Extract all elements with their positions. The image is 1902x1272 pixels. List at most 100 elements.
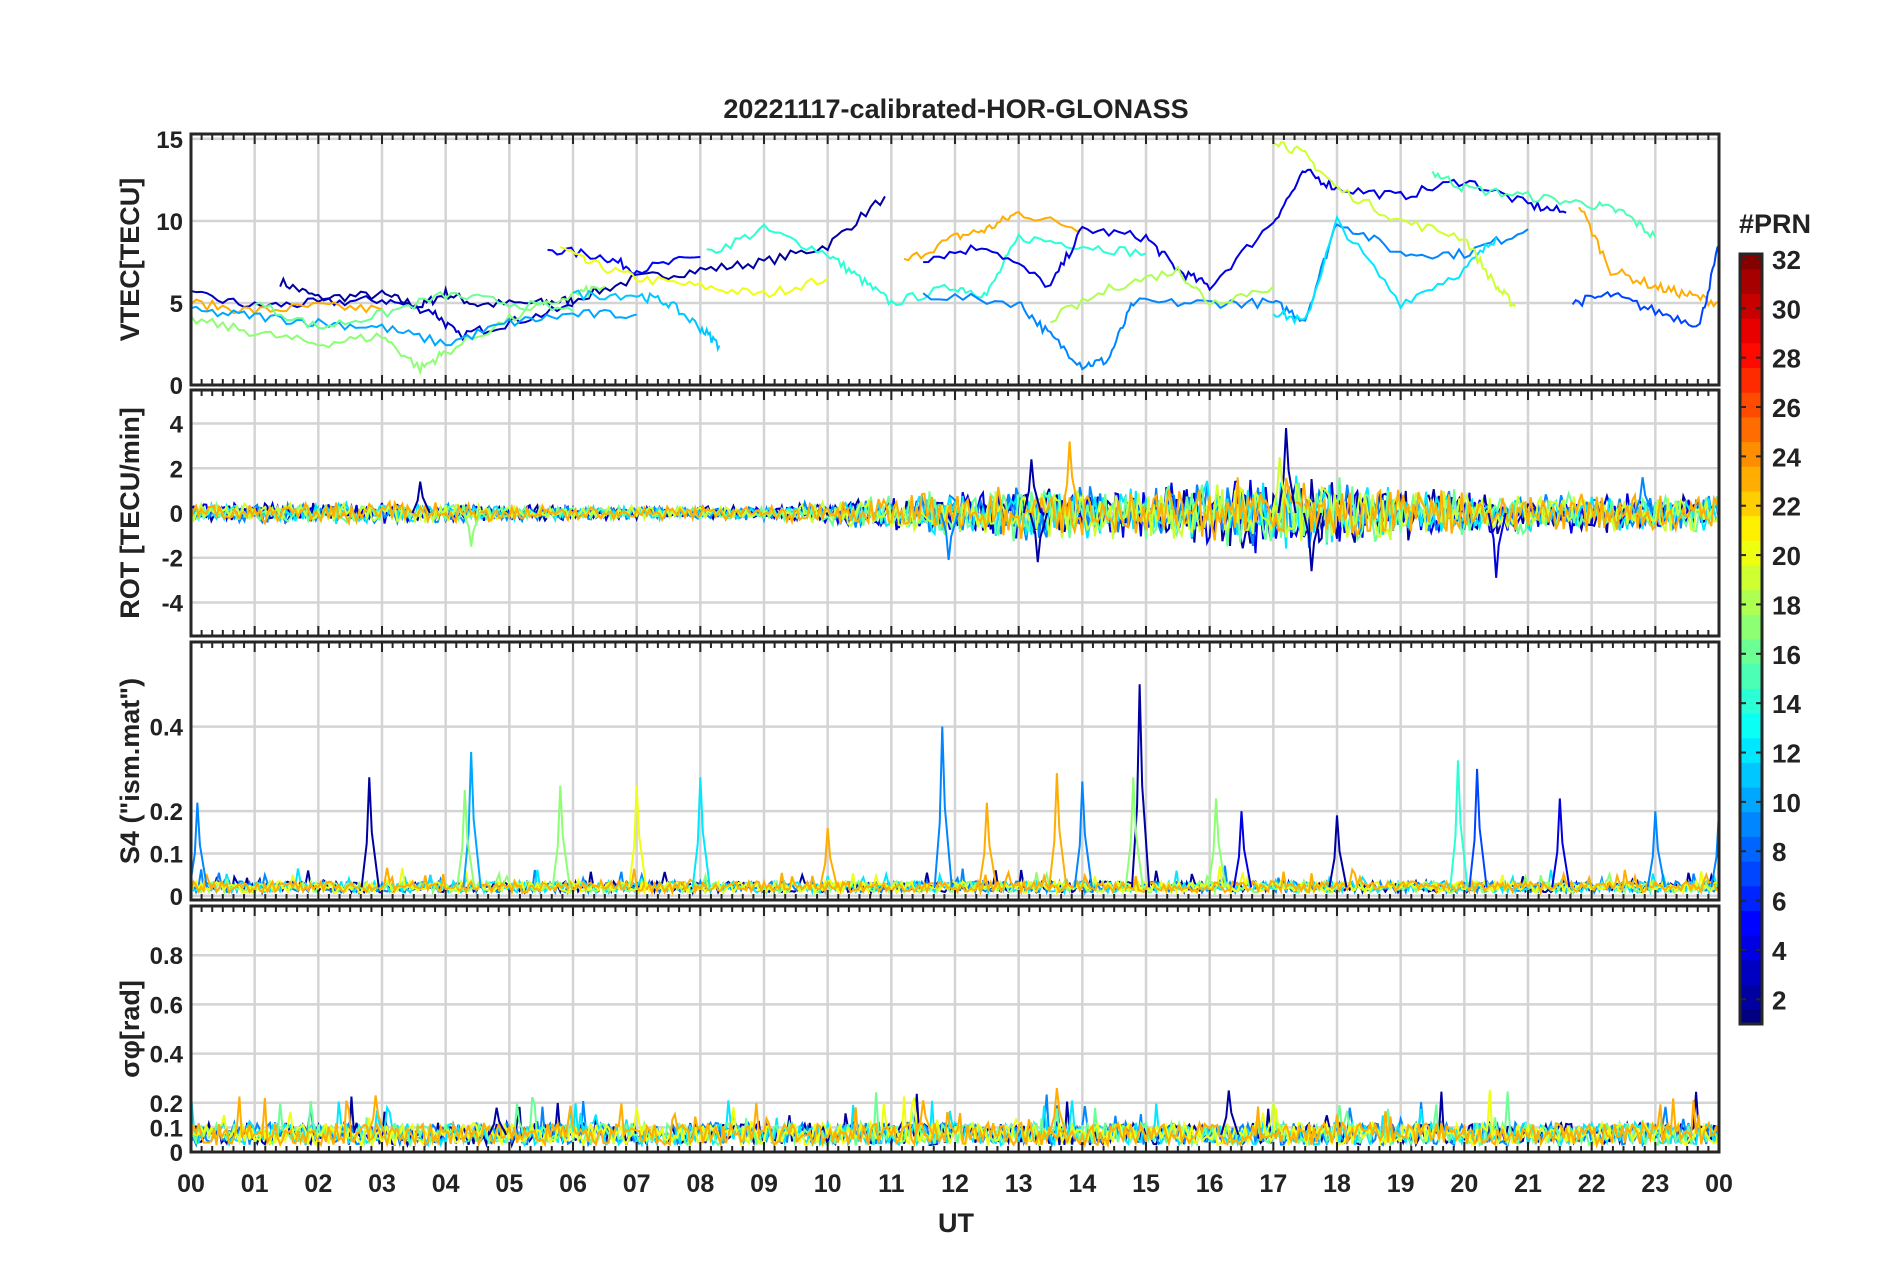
y-tick-label: 0 [170, 884, 183, 911]
colorbar-swatch [1740, 490, 1762, 517]
vtec-series-prn-16 [254, 290, 574, 330]
colorbar-swatch [1740, 342, 1762, 369]
y-tick-label: 0.6 [150, 992, 183, 1019]
colorbar-swatch [1740, 293, 1762, 319]
spike-prn-23 [1048, 773, 1068, 888]
spike-prn-2 [360, 777, 380, 888]
colorbar-swatch [1740, 688, 1762, 714]
colorbar-tick-label: 32 [1772, 245, 1801, 275]
vtec-series-prn-15 [1431, 170, 1657, 239]
panel-4: 00.10.2 0.4 0.6 0.8σφ[rad] [115, 904, 1721, 1167]
x-tick-label: 01 [241, 1170, 269, 1198]
x-tick-label: 16 [1196, 1170, 1224, 1198]
x-tick-label: 02 [304, 1170, 332, 1198]
colorbar-swatch [1740, 392, 1762, 418]
colorbar-swatch [1740, 254, 1762, 270]
x-tick-label: 20 [1450, 1170, 1478, 1198]
noise-series-prn-16 [191, 477, 1719, 547]
panel-1: 0 5 10 15 VTEC[TECU] [115, 127, 1721, 400]
spike-prn-23 [1060, 441, 1081, 514]
colorbar-swatch [1740, 713, 1762, 739]
y-tick-label: 0.1 [150, 1115, 183, 1142]
colorbar-swatch [1740, 416, 1762, 443]
spike-prn-4 [1487, 512, 1507, 578]
colorbar-swatch [1740, 861, 1762, 887]
y-axis-label: ROT [TECU/min] [115, 407, 145, 618]
x-tick-label: 14 [1068, 1170, 1096, 1198]
x-tick-label: 23 [1641, 1170, 1669, 1198]
y-tick-label: 4 [170, 412, 184, 439]
colorbar-swatch [1740, 564, 1762, 591]
colorbar-swatch [1740, 935, 1762, 961]
y-axis-label: σφ[rad] [115, 980, 145, 1078]
spike-prn-4 [1551, 798, 1571, 888]
colorbar-tick-label: 6 [1772, 887, 1786, 917]
y-tick-label: 15 [156, 127, 183, 154]
colorbar-swatch [1740, 318, 1762, 344]
spike-prn-23 [367, 1095, 387, 1136]
colorbar-swatch [1740, 984, 1762, 1010]
vtec-series-prn-17 [191, 284, 606, 376]
x-tick-label: 04 [432, 1170, 460, 1198]
colorbar-tick-label: 16 [1772, 640, 1801, 670]
vtec-series-prn-9 [922, 223, 1529, 371]
colorbar-swatch [1740, 836, 1762, 862]
spike-prn-9 [1634, 477, 1654, 514]
axes-box [189, 640, 1721, 902]
y-tick-label: 0.2 [150, 799, 183, 826]
axes-box [189, 132, 1721, 387]
x-tick-label: 07 [623, 1170, 651, 1198]
spike-prn-7 [1468, 768, 1488, 888]
y-tick-label: 0 [170, 1140, 183, 1167]
x-tick-label: 19 [1387, 1170, 1415, 1198]
vtec-series-prn-12 [1272, 214, 1498, 326]
spike-prn-14 [1449, 760, 1469, 888]
vtec-series-prn-4 [923, 168, 1567, 292]
x-tick-label: 21 [1514, 1170, 1542, 1198]
x-tick-label: 15 [1132, 1170, 1160, 1198]
spike-prn-9 [933, 726, 953, 888]
y-tick-label: 0.4 [150, 1042, 184, 1069]
colorbar-swatch [1740, 910, 1762, 936]
x-tick-label: 03 [368, 1170, 396, 1198]
y-tick-label: 0.2 [150, 1091, 183, 1118]
vtec-series-prn-23 [903, 210, 1083, 262]
spike-prn-12 [691, 777, 711, 888]
noise-series-prn-23 [191, 1096, 1719, 1149]
spike-prn-2 [1277, 427, 1297, 514]
spike-prn-2 [488, 1107, 508, 1136]
spike-prn-2 [1022, 459, 1042, 514]
vtec-series-prn-10 [191, 305, 637, 347]
x-tick-label: 10 [814, 1170, 842, 1198]
spike-prn-9 [940, 512, 960, 561]
colorbar-tick-label: 28 [1772, 344, 1801, 374]
y-tick-label: -4 [162, 590, 184, 617]
x-tick-label: 18 [1323, 1170, 1351, 1198]
colorbar-swatch [1740, 515, 1762, 541]
vtec-series-prn-7 [1571, 244, 1719, 328]
colorbar-tick-label: 10 [1772, 788, 1801, 818]
x-tick-label: 08 [686, 1170, 714, 1198]
y-tick-label: 0 [170, 373, 183, 400]
y-tick-label: 0.8 [150, 943, 183, 970]
x-tick-label: 22 [1578, 1170, 1606, 1198]
x-axis-label: UT [938, 1208, 974, 1238]
spike-prn-23 [1048, 1087, 1068, 1136]
colorbar-swatch [1740, 589, 1762, 615]
y-axis-label: VTEC[TECU] [115, 178, 145, 342]
x-tick-label: 00 [1705, 1170, 1733, 1198]
spike-prn-2 [1029, 512, 1049, 563]
spike-prn-10 [462, 751, 482, 888]
colorbar-tick-label: 8 [1772, 837, 1786, 867]
vtec-series-prn-20 [559, 246, 829, 299]
colorbar-swatch [1740, 885, 1762, 911]
spike-prn-9 [1646, 811, 1666, 888]
colorbar-swatch [1740, 466, 1762, 492]
y-axis-label: S4 ("ism.mat") [115, 678, 145, 864]
spike-prn-17 [551, 785, 571, 888]
colorbar-swatch [1740, 639, 1762, 665]
spike-prn-23 [914, 1100, 934, 1136]
colorbar-swatch [1740, 737, 1762, 763]
